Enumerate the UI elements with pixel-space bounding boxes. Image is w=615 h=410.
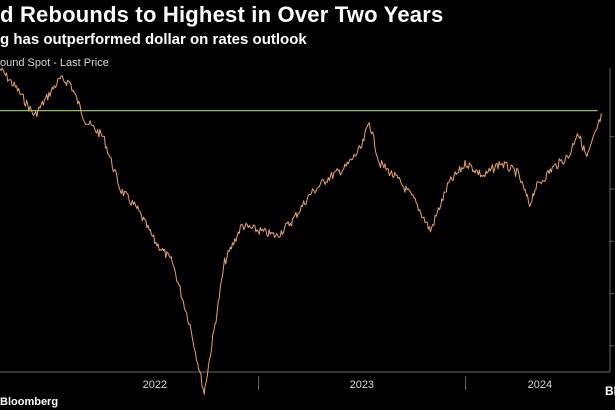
- x-tick-label-2024: 2024: [528, 379, 552, 391]
- series-line-spot-price: [0, 67, 603, 395]
- chart-title: d Rebounds to Highest in Over Two Years: [0, 2, 444, 27]
- chart-subtitle: g has outperformed dollar on rates outlo…: [0, 31, 307, 48]
- x-tick-label-2023: 2023: [350, 379, 374, 391]
- legend-label: ound Spot - Last Price: [0, 57, 109, 69]
- bloomberg-logo: Bloom: [605, 384, 615, 398]
- source-label: Bloomberg: [0, 396, 59, 408]
- x-tick-label-2022: 2022: [143, 379, 167, 391]
